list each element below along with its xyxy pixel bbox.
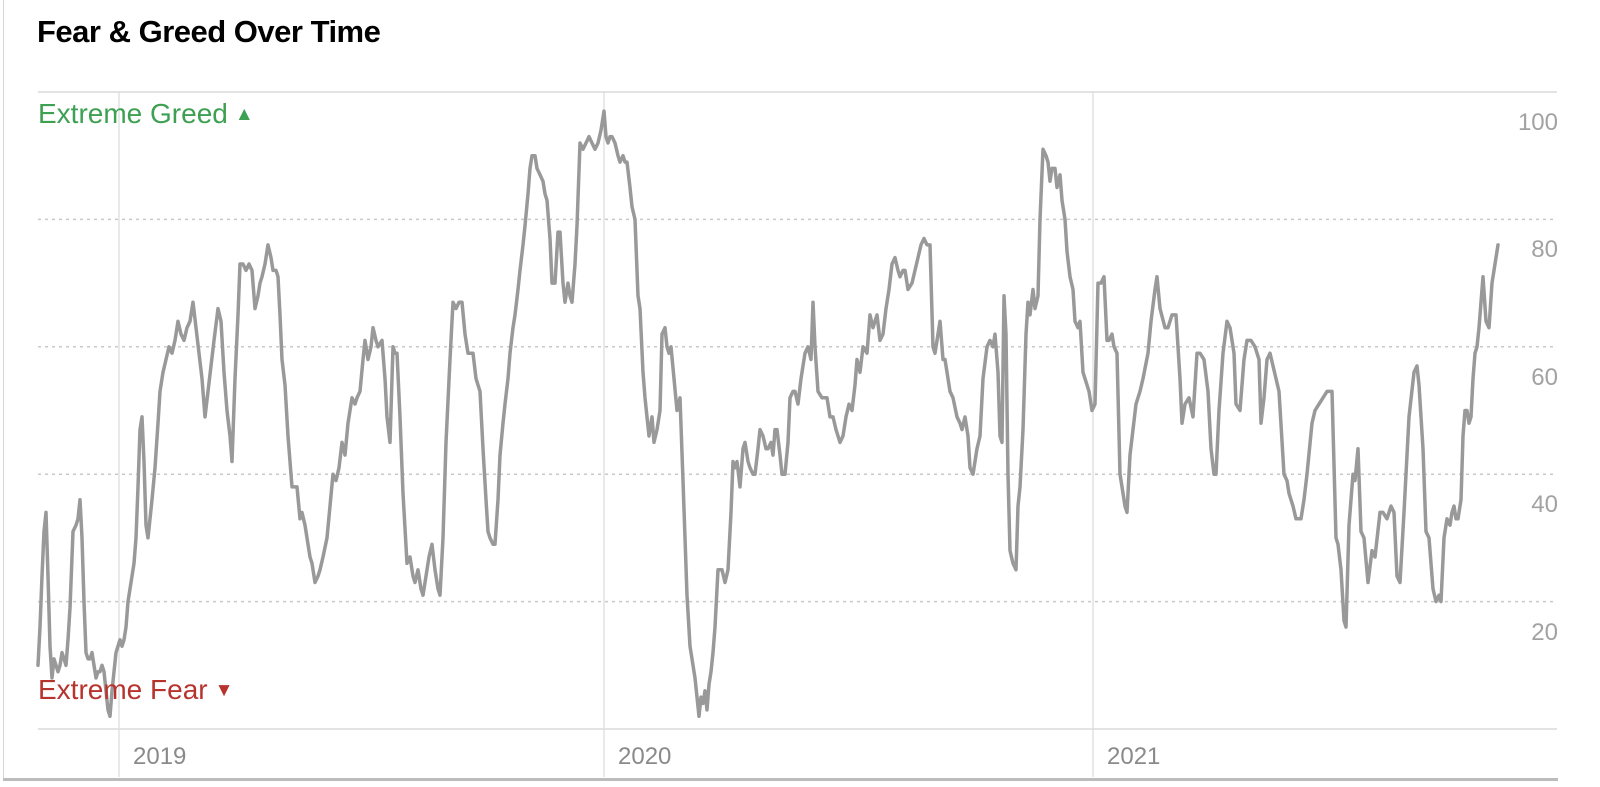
- x-axis-tick-2020: 2020: [618, 743, 672, 770]
- y-axis-tick-60: 60: [1531, 363, 1558, 391]
- extreme-fear-label: Extreme Fear ▼: [38, 674, 233, 706]
- greed-up-triangle-icon: ▲: [234, 104, 254, 125]
- extreme-fear-text: Extreme Fear: [38, 674, 208, 705]
- y-axis-tick-100: 100: [1517, 109, 1558, 136]
- y-axis-tick-40: 40: [1531, 491, 1558, 519]
- x-axis-tick-2021: 2021: [1107, 743, 1161, 770]
- fear-down-triangle-icon: ▼: [214, 680, 234, 701]
- page-left-border: [3, 0, 4, 780]
- y-axis-tick-80: 80: [1531, 236, 1558, 264]
- page-bottom-border: [3, 778, 1558, 781]
- y-axis-tick-20: 20: [1531, 618, 1558, 646]
- extreme-greed-text: Extreme Greed: [38, 98, 228, 129]
- fear-greed-index-line[interactable]: [36, 109, 1500, 719]
- extreme-greed-label: Extreme Greed ▲: [38, 98, 254, 130]
- page-title: Fear & Greed Over Time: [37, 14, 381, 49]
- x-axis-tick-2019: 2019: [133, 743, 187, 770]
